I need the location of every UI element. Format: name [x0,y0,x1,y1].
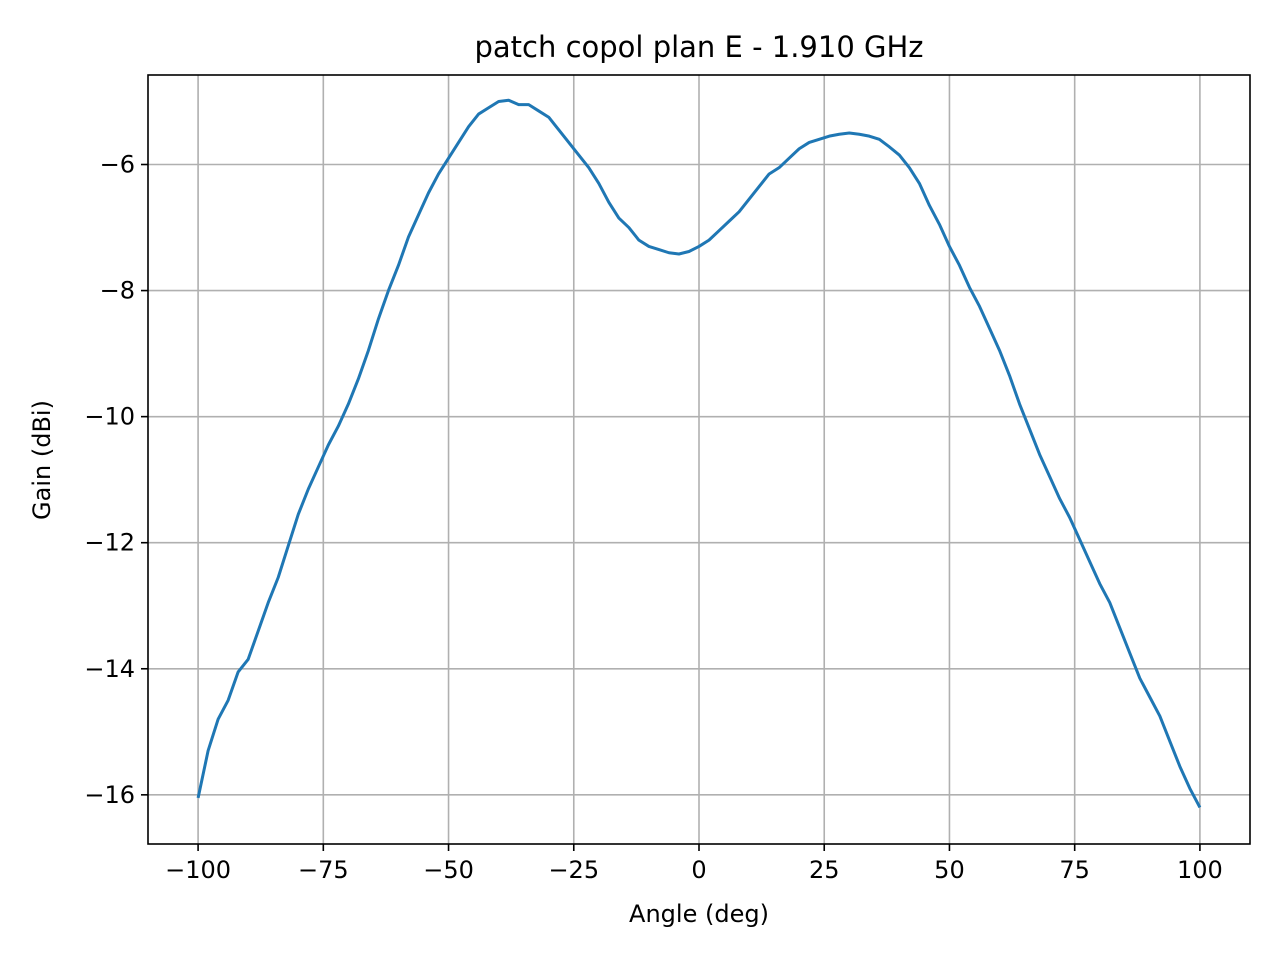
ticks: −100 −75 −50 −25 0 25 50 75 100 −16 −14 −12 −10 −8 −6 [84,151,1222,884]
y-tick-label: −12 [84,529,135,557]
y-tick-label: −6 [100,151,135,179]
x-tick-label: −75 [298,856,349,884]
y-tick-label: −8 [100,277,135,305]
x-tick-label: −100 [165,856,231,884]
series-layer [196,98,1202,809]
y-axis-label: Gain (dBi) [28,400,56,520]
series-line [196,98,1202,809]
y-tick-label: −14 [84,655,135,683]
x-tick-label: −50 [423,856,474,884]
x-tick-label: 75 [1059,856,1090,884]
y-tick-label: −10 [84,403,135,431]
x-tick-label: 50 [934,856,965,884]
chart-title: patch copol plan E - 1.910 GHz [474,30,923,64]
x-axis-label: Angle (deg) [629,900,769,928]
y-tick-label: −16 [84,781,135,809]
x-tick-label: 25 [809,856,840,884]
x-tick-label: 0 [691,856,706,884]
x-tick-label: 100 [1177,856,1223,884]
grid [148,75,1250,844]
x-tick-label: −25 [548,856,599,884]
